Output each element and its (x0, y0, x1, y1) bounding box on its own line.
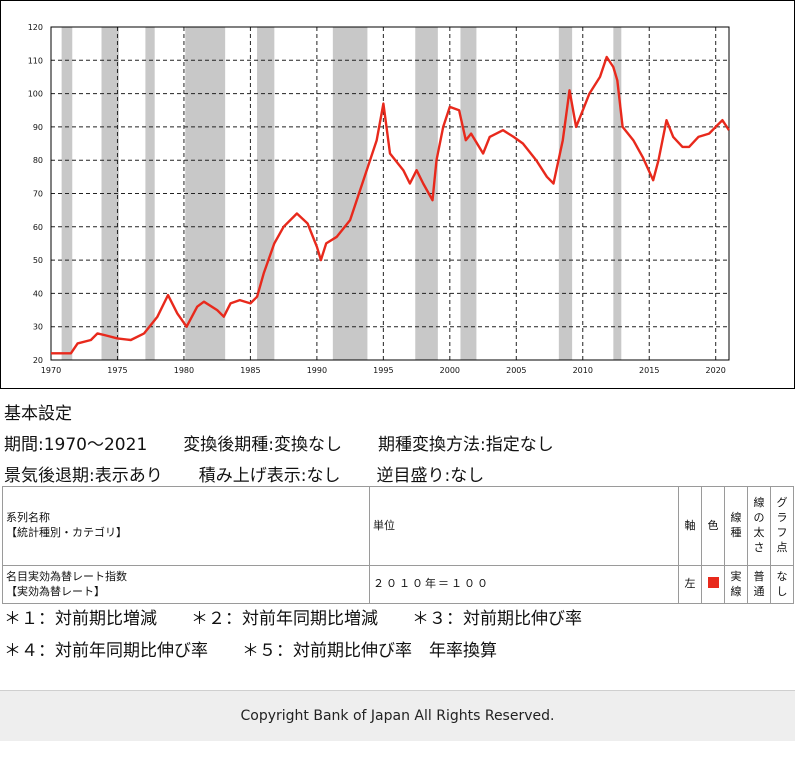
row-series-name-line2: 【実効為替レート】 (6, 584, 105, 598)
color-swatch (707, 576, 719, 588)
row-axis: 左 (678, 565, 702, 604)
note-2: ＊２：対前年同期比増減 (191, 609, 378, 629)
row-graph-point: なし (770, 565, 794, 604)
x-tick-label: 1975 (107, 366, 127, 375)
note-3: ＊３：対前期比伸び率 (412, 609, 582, 629)
x-tick-label: 2010 (573, 366, 593, 375)
settings-title: 基本設定 (4, 404, 72, 424)
plot-border (50, 26, 730, 361)
row-series-name-line1: 名目実効為替レート指数 (6, 569, 127, 583)
header-graph-point: グラフ点 (770, 486, 794, 566)
header-unit: 単位 (369, 486, 679, 566)
row-line-width: 普通 (747, 565, 771, 604)
note-5: ＊５：対前期比伸び率 年率換算 (242, 641, 497, 661)
setting-reverse-axis: 逆目盛り:なし (376, 466, 485, 486)
recession-band (257, 27, 275, 360)
y-tick-label: 60 (33, 223, 43, 232)
series-table-header: 系列名称 【統計種別・カテゴリ】 単位 軸 色 線種 線の太さ グラフ点 (2, 486, 794, 566)
recession-band (613, 27, 622, 360)
table-row: 名目実効為替レート指数 【実効為替レート】 ２０１０年＝１００ 左 実線 普通 … (2, 565, 794, 604)
y-tick-label: 50 (33, 256, 43, 265)
y-tick-label: 70 (33, 190, 43, 199)
row-series-name: 名目実効為替レート指数 【実効為替レート】 (2, 565, 370, 604)
recession-band (460, 27, 477, 360)
header-series-name: 系列名称 【統計種別・カテゴリ】 (2, 486, 370, 566)
footer: Copyright Bank of Japan All Rights Reser… (0, 690, 795, 741)
y-tick-label: 110 (28, 56, 43, 65)
recession-band (415, 27, 438, 360)
x-tick-label: 2020 (706, 366, 726, 375)
x-tick-label: 2015 (639, 366, 659, 375)
y-tick-label: 90 (33, 123, 43, 132)
header-line-width: 線の太さ (747, 486, 771, 566)
header-series-name-line2: 【統計種別・カテゴリ】 (6, 526, 127, 539)
note-1: ＊１：対前期比増減 (4, 609, 157, 629)
note-4: ＊４：対前年同期比伸び率 (4, 641, 208, 661)
x-tick-label: 2005 (506, 366, 526, 375)
row-color (701, 565, 725, 604)
y-tick-label: 20 (33, 356, 43, 365)
row-unit: ２０１０年＝１００ (369, 565, 679, 604)
x-tick-label: 1980 (174, 366, 194, 375)
x-tick-label: 2000 (440, 366, 460, 375)
series-table: 系列名称 【統計種別・カテゴリ】 単位 軸 色 線種 線の太さ グラフ点 名目実… (2, 486, 794, 604)
header-line-type: 線種 (724, 486, 748, 566)
y-tick-label: 120 (28, 23, 43, 32)
setting-freq-method: 期種変換方法:指定なし (378, 435, 554, 455)
header-axis: 軸 (678, 486, 702, 566)
notes-row-2: ＊４：対前年同期比伸び率 ＊５：対前期比伸び率 年率換算 (4, 636, 531, 661)
y-tick-label: 100 (28, 90, 43, 99)
header-color: 色 (701, 486, 725, 566)
x-tick-label: 1990 (307, 366, 327, 375)
x-tick-label: 1985 (240, 366, 260, 375)
notes-row-1: ＊１：対前期比増減 ＊２：対前年同期比増減 ＊３：対前期比伸び率 (4, 604, 616, 629)
setting-period: 期間:1970〜2021 (4, 435, 148, 455)
header-series-name-line1: 系列名称 (6, 511, 50, 525)
series-line (51, 55, 731, 355)
settings-row-1: 期間:1970〜2021 変換後期種:変換なし 期種変換方法:指定なし (4, 430, 554, 455)
y-tick-label: 40 (33, 289, 43, 298)
setting-freq-conversion: 変換後期種:変換なし (183, 435, 342, 455)
row-line-type: 実線 (724, 565, 748, 604)
setting-stacked: 積み上げ表示:なし (198, 466, 341, 486)
y-tick-label: 30 (33, 323, 43, 332)
x-tick-label: 1970 (41, 366, 61, 375)
x-tick-label: 1995 (373, 366, 393, 375)
settings-row-2: 景気後退期:表示あり 積み上げ表示:なし 逆目盛り:なし (4, 461, 484, 486)
chart-frame: 120 110 100 90 80 70 60 50 40 30 20 1970 1975 1980 198… (0, 0, 795, 389)
y-tick-label: 80 (33, 156, 43, 165)
setting-recession: 景気後退期:表示あり (4, 466, 163, 486)
